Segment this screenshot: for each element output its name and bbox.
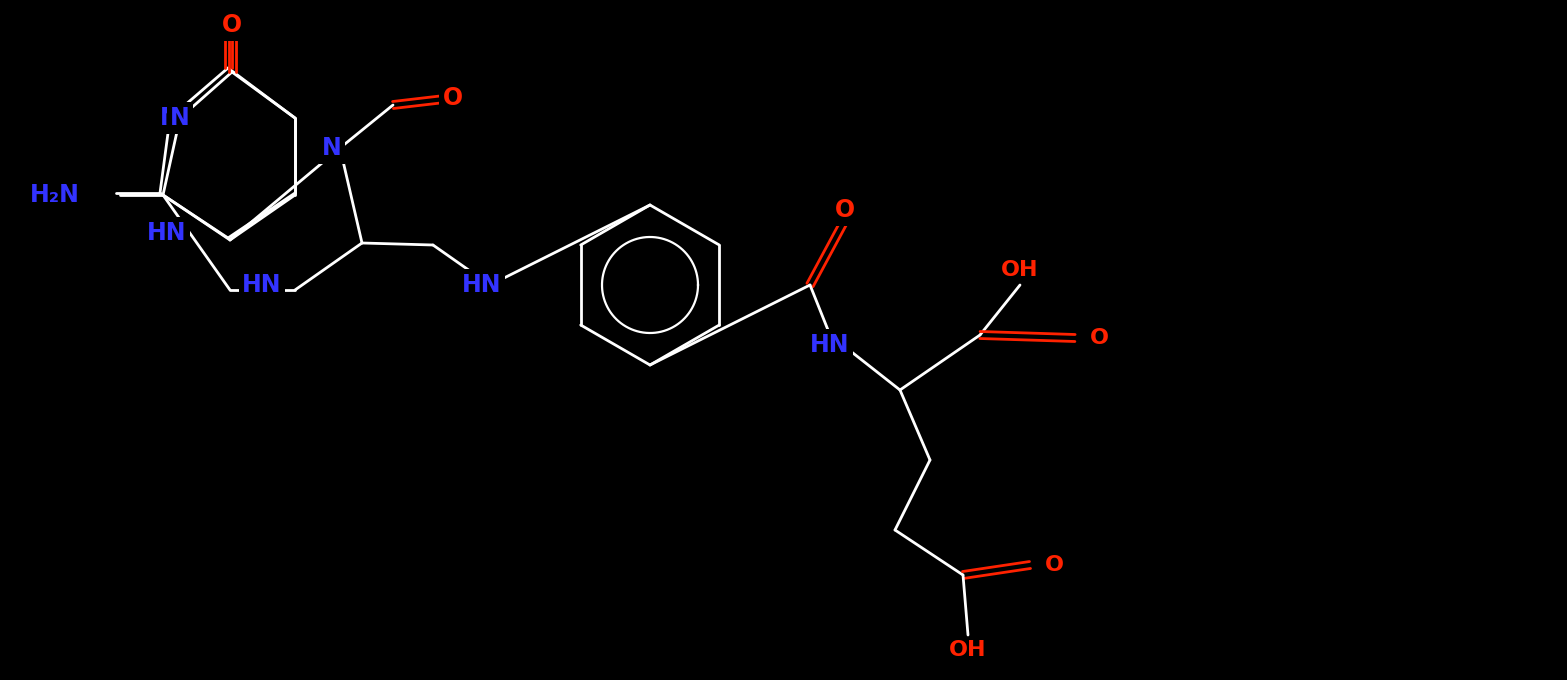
Text: H₂N: H₂N: [30, 183, 80, 207]
Text: O: O: [835, 198, 856, 222]
Text: HN: HN: [243, 273, 282, 297]
Text: N: N: [171, 106, 190, 130]
Text: OH: OH: [1001, 260, 1039, 280]
Text: N: N: [323, 136, 342, 160]
Text: O: O: [1091, 328, 1109, 348]
Text: O: O: [443, 86, 464, 110]
Text: H₂N: H₂N: [28, 181, 78, 205]
Text: O: O: [223, 13, 241, 37]
Text: HN: HN: [810, 333, 849, 357]
Text: O: O: [218, 13, 238, 37]
Text: O: O: [1045, 555, 1064, 575]
Text: HN: HN: [147, 221, 186, 245]
Text: HN: HN: [147, 221, 186, 245]
Text: OH: OH: [950, 640, 987, 660]
Text: N: N: [160, 106, 180, 130]
Text: HN: HN: [462, 273, 501, 297]
